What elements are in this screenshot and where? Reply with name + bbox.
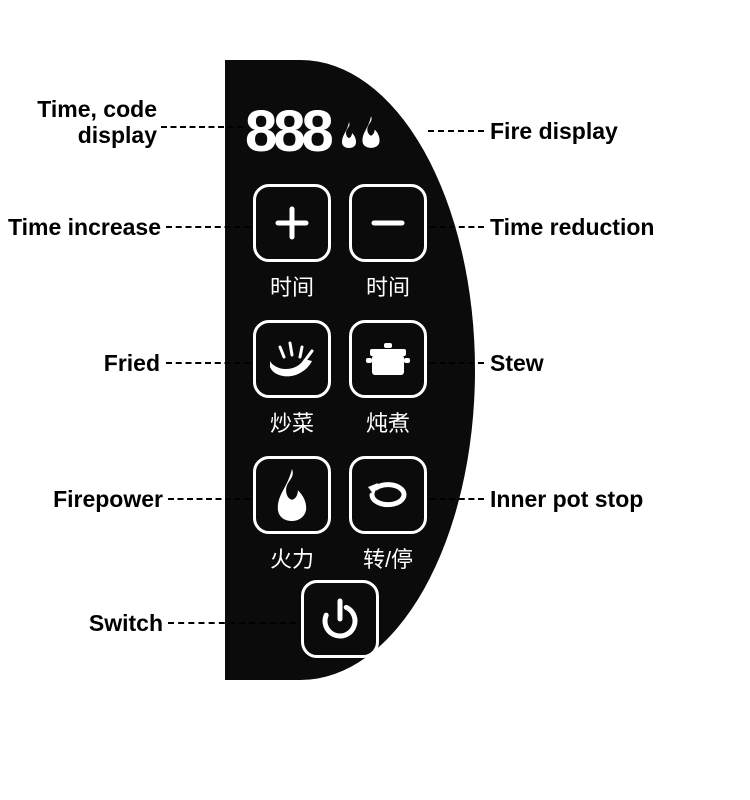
display-digits: 888 [245, 98, 330, 165]
minus-icon [366, 201, 410, 245]
label-fried: Fried [100, 350, 160, 376]
flame-icon [360, 116, 382, 148]
leader-line [168, 622, 296, 624]
time-increase-button[interactable] [253, 184, 331, 262]
leader-line [161, 126, 243, 128]
label-time-reduction: Time reduction [490, 214, 654, 240]
power-icon [316, 595, 364, 643]
label-time-increase: Time increase [6, 214, 161, 240]
cn-label-fried: 炒菜 [253, 406, 331, 438]
switch-button[interactable] [301, 580, 379, 658]
label-fire-display: Fire display [490, 118, 618, 144]
cn-label-time-inc: 时间 [253, 270, 331, 302]
time-code-display: 888 [245, 98, 382, 165]
flame-icon [268, 469, 316, 521]
fire-display [340, 116, 382, 148]
cn-label-firepower: 火力 [253, 542, 331, 574]
stew-button[interactable] [349, 320, 427, 398]
cn-label-rotate: 转/停 [349, 542, 427, 574]
leader-line [166, 226, 250, 228]
time-decrease-button[interactable] [349, 184, 427, 262]
leader-line [430, 498, 484, 500]
leader-line [430, 226, 484, 228]
rotate-icon [362, 469, 414, 521]
label-switch: Switch [88, 610, 163, 636]
wok-icon [264, 331, 320, 387]
fried-button[interactable] [253, 320, 331, 398]
label-stew: Stew [490, 350, 544, 376]
label-time-code: Time, code display [22, 96, 157, 149]
label-firepower: Firepower [48, 486, 163, 512]
cn-label-time-dec: 时间 [349, 270, 427, 302]
plus-icon [270, 201, 314, 245]
cn-label-stew: 炖煮 [349, 406, 427, 438]
leader-line [430, 362, 484, 364]
pot-icon [360, 331, 416, 387]
leader-line [166, 362, 250, 364]
flame-icon [340, 122, 358, 148]
firepower-button[interactable] [253, 456, 331, 534]
leader-line [168, 498, 250, 500]
control-panel: 888 时间 时间 炒菜 炖煮 [225, 60, 475, 680]
leader-line [428, 130, 484, 132]
rotate-stop-button[interactable] [349, 456, 427, 534]
label-inner-pot: Inner pot stop [490, 486, 643, 512]
